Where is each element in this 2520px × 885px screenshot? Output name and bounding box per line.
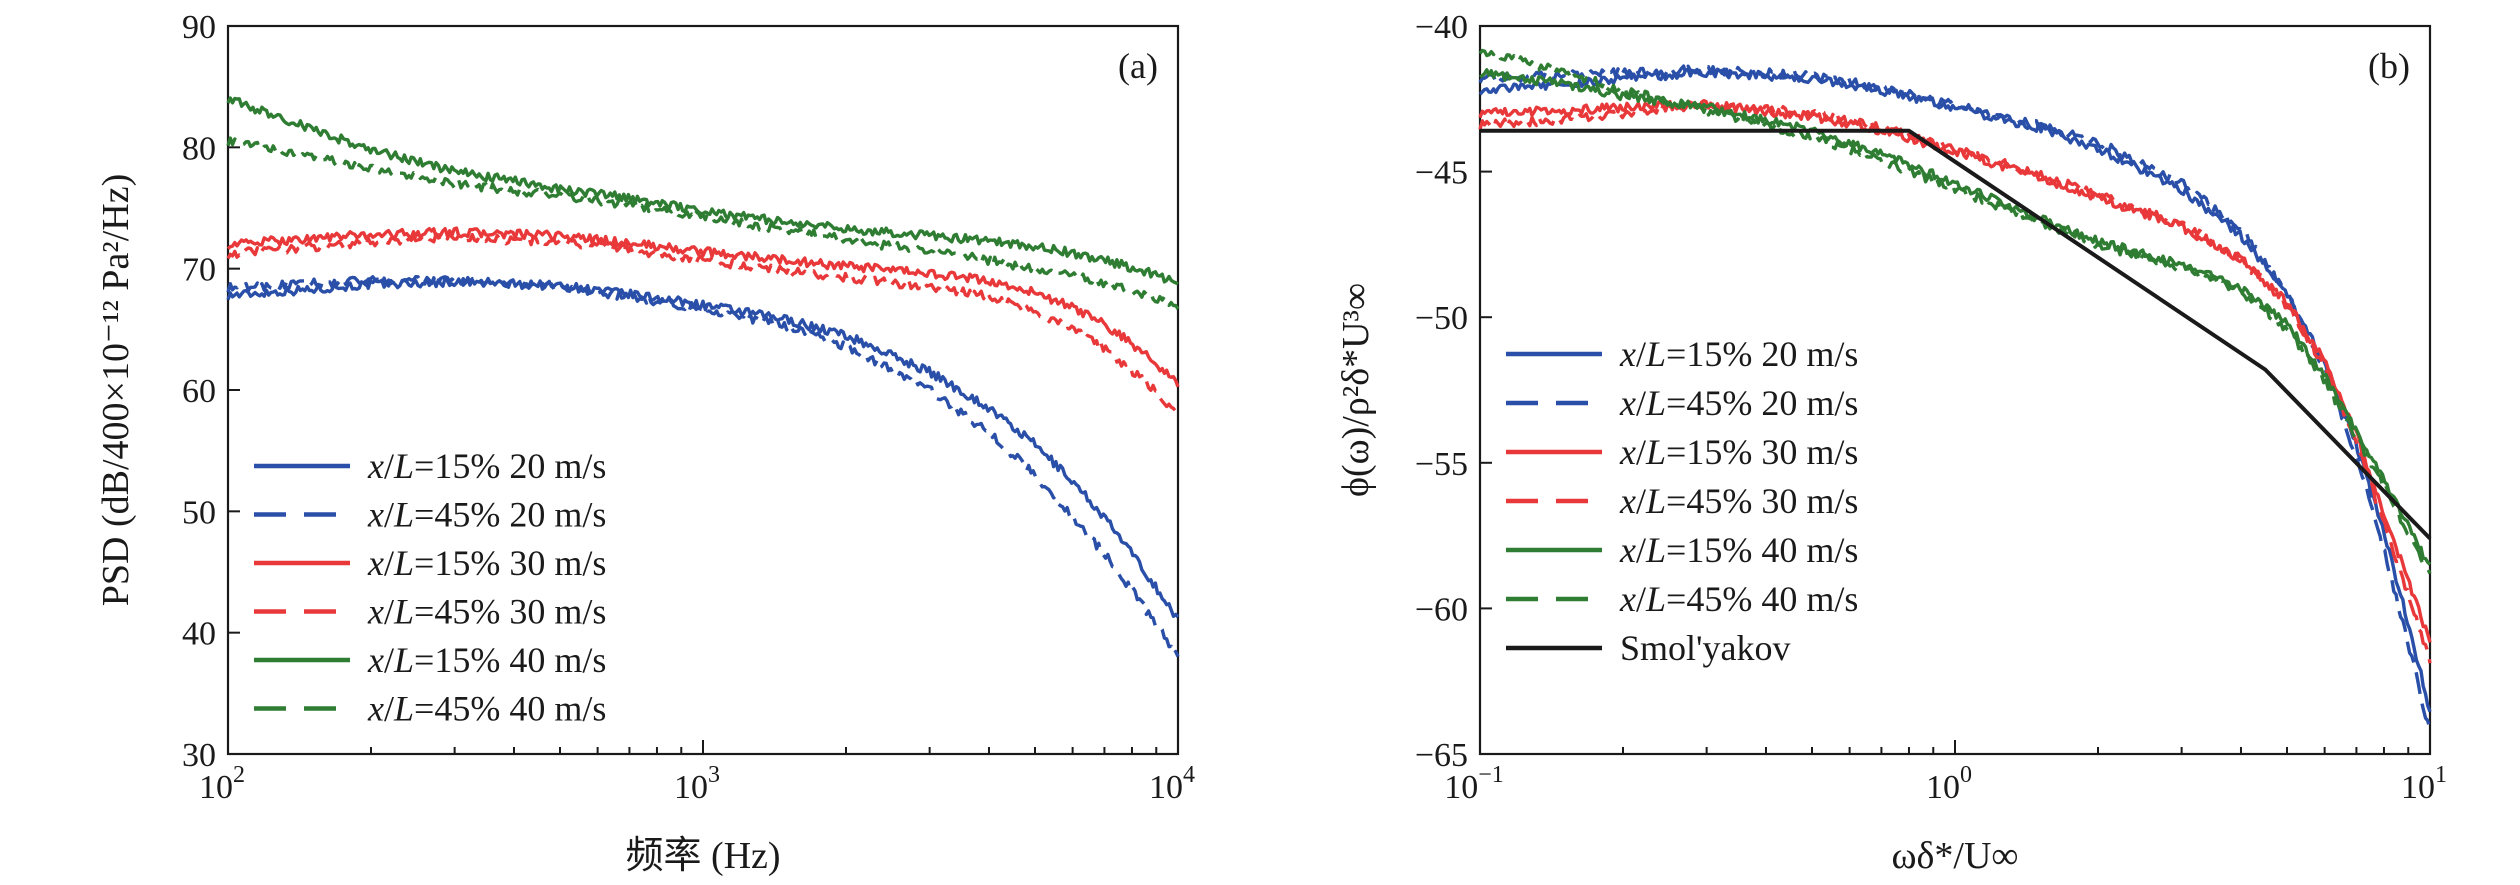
legend-label: x/L=45% 20 m/s bbox=[1619, 383, 1858, 423]
y-tick-label: 30 bbox=[182, 737, 216, 774]
series-line bbox=[1478, 48, 2432, 575]
x-tick-label: 102 bbox=[199, 762, 245, 806]
panel-b-y-axis-label: ϕ(ω)/ρ²δ*U³∞ bbox=[1335, 283, 1377, 497]
legend-label: Smol'yakov bbox=[1620, 628, 1791, 668]
legend-label: x/L=15% 40 m/s bbox=[1619, 530, 1858, 570]
legend-label: x/L=45% 40 m/s bbox=[1619, 579, 1858, 619]
series-line bbox=[226, 275, 1180, 658]
y-tick-label: 90 bbox=[182, 9, 216, 46]
series-line bbox=[1480, 128, 2432, 540]
x-tick-label: 101 bbox=[2401, 762, 2447, 806]
y-tick-label: 80 bbox=[182, 130, 216, 167]
legend-label: x/L=15% 20 m/s bbox=[367, 446, 606, 486]
panel-a-ticks: 30 40 50 60 70 80 90 102 103 104 bbox=[182, 9, 1195, 806]
series-line bbox=[1479, 68, 2432, 566]
panel-a-legend: x/L=15% 20 m/s x/L=45% 20 m/s x/L=15% 30 m… bbox=[254, 446, 606, 729]
x-tick-label: 10−1 bbox=[1444, 762, 1504, 806]
y-tick-label: −45 bbox=[1415, 155, 1468, 192]
y-tick-label: −50 bbox=[1415, 300, 1468, 337]
series-line bbox=[226, 231, 1179, 414]
legend-label: x/L=15% 40 m/s bbox=[367, 640, 606, 680]
legend-label: x/L=45% 30 m/s bbox=[367, 592, 606, 632]
x-tick-label: 104 bbox=[1149, 762, 1195, 806]
y-tick-label: 70 bbox=[182, 252, 216, 289]
panel-b-ticks: −65 −60 −55 −50 −45 −40 10−1 100 101 bbox=[1415, 9, 2447, 806]
series-line bbox=[226, 226, 1180, 388]
legend-label: x/L=45% 20 m/s bbox=[367, 495, 606, 535]
x-tick-label: 100 bbox=[1926, 762, 1972, 806]
panel-b-series-group bbox=[1478, 48, 2432, 730]
legend-label: x/L=45% 40 m/s bbox=[367, 689, 606, 729]
panel-a-series-group bbox=[226, 96, 1180, 658]
legend-label: x/L=15% 20 m/s bbox=[1619, 334, 1858, 374]
y-tick-label: −65 bbox=[1415, 737, 1468, 774]
series-line bbox=[1478, 64, 2432, 730]
legend-label: x/L=15% 30 m/s bbox=[1619, 432, 1858, 472]
series-line bbox=[1478, 100, 2432, 664]
y-tick-label: −40 bbox=[1415, 9, 1468, 46]
panel-a-tag: (a) bbox=[1118, 46, 1158, 86]
legend-label: x/L=15% 30 m/s bbox=[367, 543, 606, 583]
y-tick-label: −60 bbox=[1415, 591, 1468, 628]
y-tick-label: 40 bbox=[182, 616, 216, 653]
panel-a-y-axis-label: PSD (dB/400×10⁻¹² Pa²/Hz) bbox=[95, 174, 137, 606]
x-tick-label: 103 bbox=[674, 762, 720, 806]
series-line bbox=[226, 136, 1180, 310]
y-tick-label: 50 bbox=[182, 494, 216, 531]
legend-label: x/L=45% 30 m/s bbox=[1619, 481, 1858, 521]
panel-b-tag: (b) bbox=[2368, 46, 2410, 86]
y-tick-label: 60 bbox=[182, 373, 216, 410]
panel-a-x-axis-label: 频率 (Hz) bbox=[625, 835, 780, 877]
panel-b-x-axis-label: ωδ*/U∞ bbox=[1891, 835, 2018, 877]
panel-a-chart: 30 40 50 60 70 80 90 102 103 104 (a) 频率 (Hz) PSD … bbox=[95, 9, 1195, 877]
panel-b-legend: x/L=15% 20 m/s x/L=45% 20 m/s x/L=15% 30 m… bbox=[1506, 334, 1858, 668]
y-tick-label: −55 bbox=[1415, 446, 1468, 483]
